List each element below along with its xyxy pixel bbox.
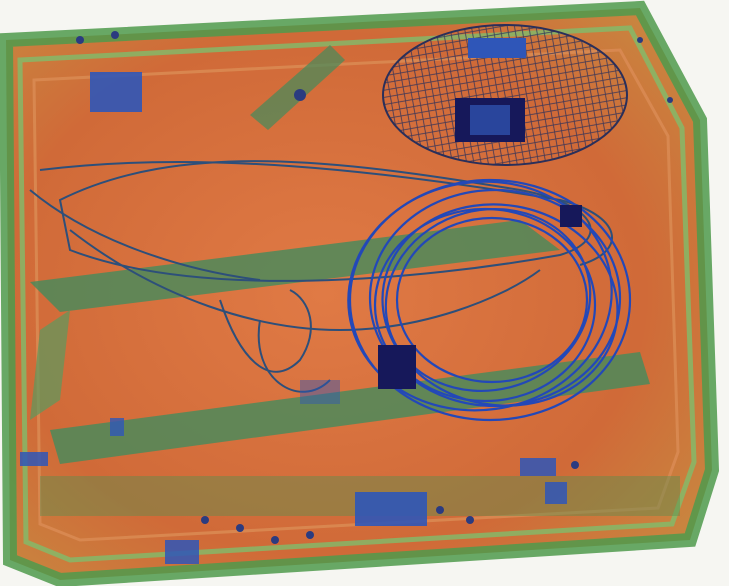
- dense-metal-parts: [20, 38, 582, 564]
- mesh-speaker-cone: [382, 24, 628, 166]
- frame-rails: [30, 220, 650, 464]
- rivets: [76, 31, 673, 544]
- coiled-cable: [347, 178, 632, 422]
- handle-strap: [250, 45, 345, 130]
